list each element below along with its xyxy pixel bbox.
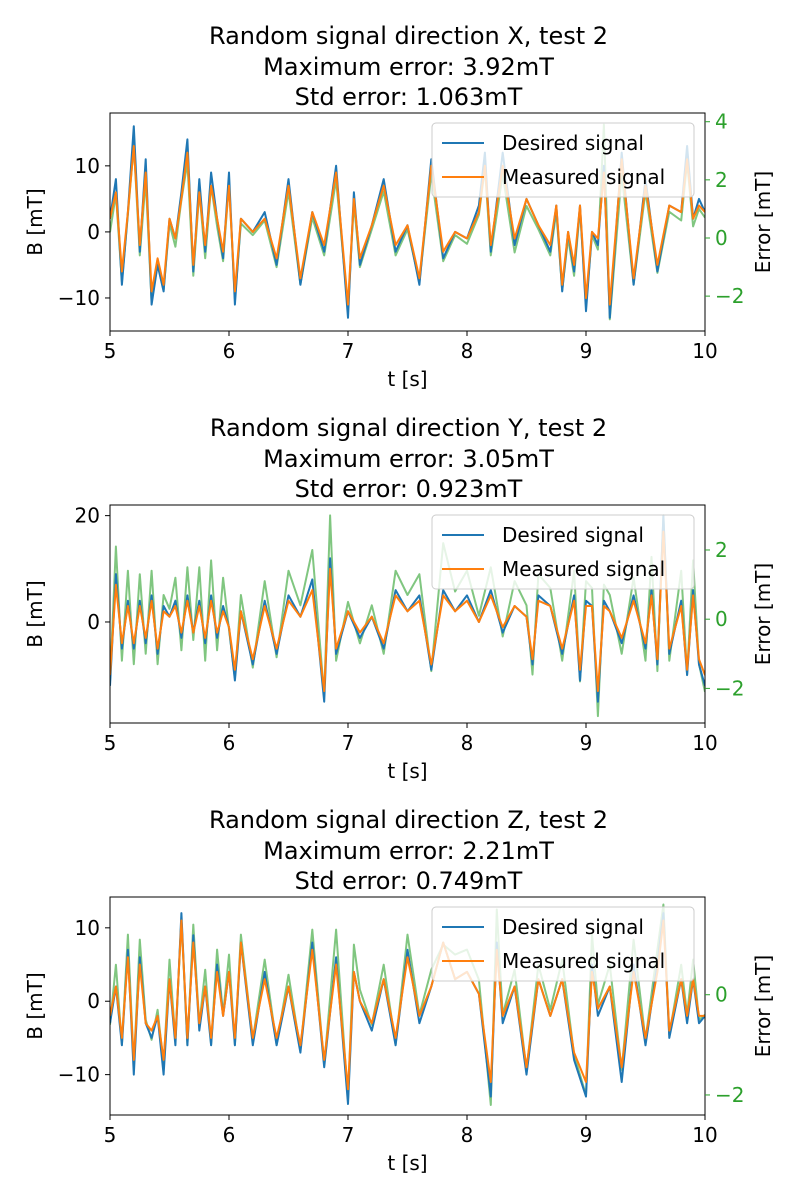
y2-tick-label: 0 xyxy=(715,983,728,1007)
y2-tick-label: −2 xyxy=(715,676,744,700)
legend-box xyxy=(431,514,695,590)
y2-axis-label: Error [mT] xyxy=(751,171,775,273)
y2-tick-label: −2 xyxy=(715,1083,744,1107)
y2-tick-label: 2 xyxy=(715,538,728,562)
series-line-measured-signal xyxy=(110,530,705,693)
x-tick-label: 9 xyxy=(580,1123,593,1147)
x-tick-label: 10 xyxy=(692,339,717,363)
x-tick-label: 8 xyxy=(461,731,474,755)
legend-label: Measured signal xyxy=(502,949,665,973)
x-tick-label: 7 xyxy=(342,339,355,363)
legend-label: Measured signal xyxy=(502,557,665,581)
x-tick-label: 6 xyxy=(223,1123,236,1147)
y-axis-label: B [mT] xyxy=(23,188,47,255)
y2-axis-label: Error [mT] xyxy=(751,563,775,665)
y2-tick-label: 4 xyxy=(715,110,728,134)
axes-frame xyxy=(109,504,706,724)
y-tick-label: 10 xyxy=(75,916,100,940)
x-tick-label: 7 xyxy=(342,1123,355,1147)
x-axis-label: t [s] xyxy=(387,1151,427,1175)
legend-box xyxy=(431,122,695,198)
chart-title-line: Maximum error: 3.05mT xyxy=(263,445,554,473)
y-tick-label: 20 xyxy=(75,504,100,528)
chart-title-line: Std error: 1.063mT xyxy=(295,83,523,111)
chart-title-line: Random signal direction X, test 2 xyxy=(209,22,608,50)
y2-tick-label: 0 xyxy=(715,226,728,250)
chart-title-line: Std error: 0.923mT xyxy=(295,475,523,503)
chart-title-line: Std error: 0.749mT xyxy=(295,867,523,895)
y-tick-label: 0 xyxy=(87,610,100,634)
x-tick-label: 7 xyxy=(342,731,355,755)
y2-tick-label: −2 xyxy=(715,284,744,308)
y-axis-label: B [mT] xyxy=(23,972,47,1039)
chart-title-line: Maximum error: 3.92mT xyxy=(263,53,554,81)
x-tick-label: 10 xyxy=(692,1123,717,1147)
y2-tick-label: 0 xyxy=(715,607,728,631)
legend: Desired signal Measured signal xyxy=(431,122,695,198)
subplot-x: Random signal direction X, test 2 Maximum… xyxy=(23,22,775,391)
subplot-y: Random signal direction Y, test 2 Maximum… xyxy=(23,414,775,783)
x-tick-label: 5 xyxy=(104,731,117,755)
series-line-measured-signal xyxy=(110,145,705,306)
axes-frame xyxy=(109,896,706,1116)
x-tick-label: 5 xyxy=(104,339,117,363)
chart-title-line: Random signal direction Y, test 2 xyxy=(210,414,607,442)
x-tick-label: 6 xyxy=(223,731,236,755)
x-tick-label: 9 xyxy=(580,731,593,755)
x-tick-label: 10 xyxy=(692,731,717,755)
legend-label: Desired signal xyxy=(502,523,644,547)
legend-box xyxy=(431,906,695,982)
x-tick-label: 9 xyxy=(580,339,593,363)
y-tick-label: −10 xyxy=(58,286,100,310)
chart-title-line: Random signal direction Z, test 2 xyxy=(209,806,608,834)
x-axis-label: t [s] xyxy=(387,367,427,391)
y2-tick-label: 2 xyxy=(715,168,728,192)
x-tick-label: 8 xyxy=(461,339,474,363)
x-tick-label: 5 xyxy=(104,1123,117,1147)
y-axis-label: B [mT] xyxy=(23,580,47,647)
chart-title-line: Maximum error: 2.21mT xyxy=(263,837,554,865)
legend: Desired signal Measured signal xyxy=(431,514,695,590)
x-tick-label: 8 xyxy=(461,1123,474,1147)
series-line-measured-signal xyxy=(110,919,705,1091)
y-tick-label: −10 xyxy=(58,1063,100,1087)
x-tick-label: 6 xyxy=(223,339,236,363)
legend: Desired signal Measured signal xyxy=(431,906,695,982)
legend-label: Desired signal xyxy=(502,131,644,155)
axes-frame xyxy=(109,112,706,332)
y-tick-label: 0 xyxy=(87,989,100,1013)
x-axis-label: t [s] xyxy=(387,759,427,783)
y-tick-label: 10 xyxy=(75,154,100,178)
subplot-z: Random signal direction Z, test 2 Maximum… xyxy=(23,806,775,1175)
legend-label: Desired signal xyxy=(502,915,644,939)
y2-axis-label: Error [mT] xyxy=(751,955,775,1057)
y-tick-label: 0 xyxy=(87,220,100,244)
legend-label: Measured signal xyxy=(502,165,665,189)
